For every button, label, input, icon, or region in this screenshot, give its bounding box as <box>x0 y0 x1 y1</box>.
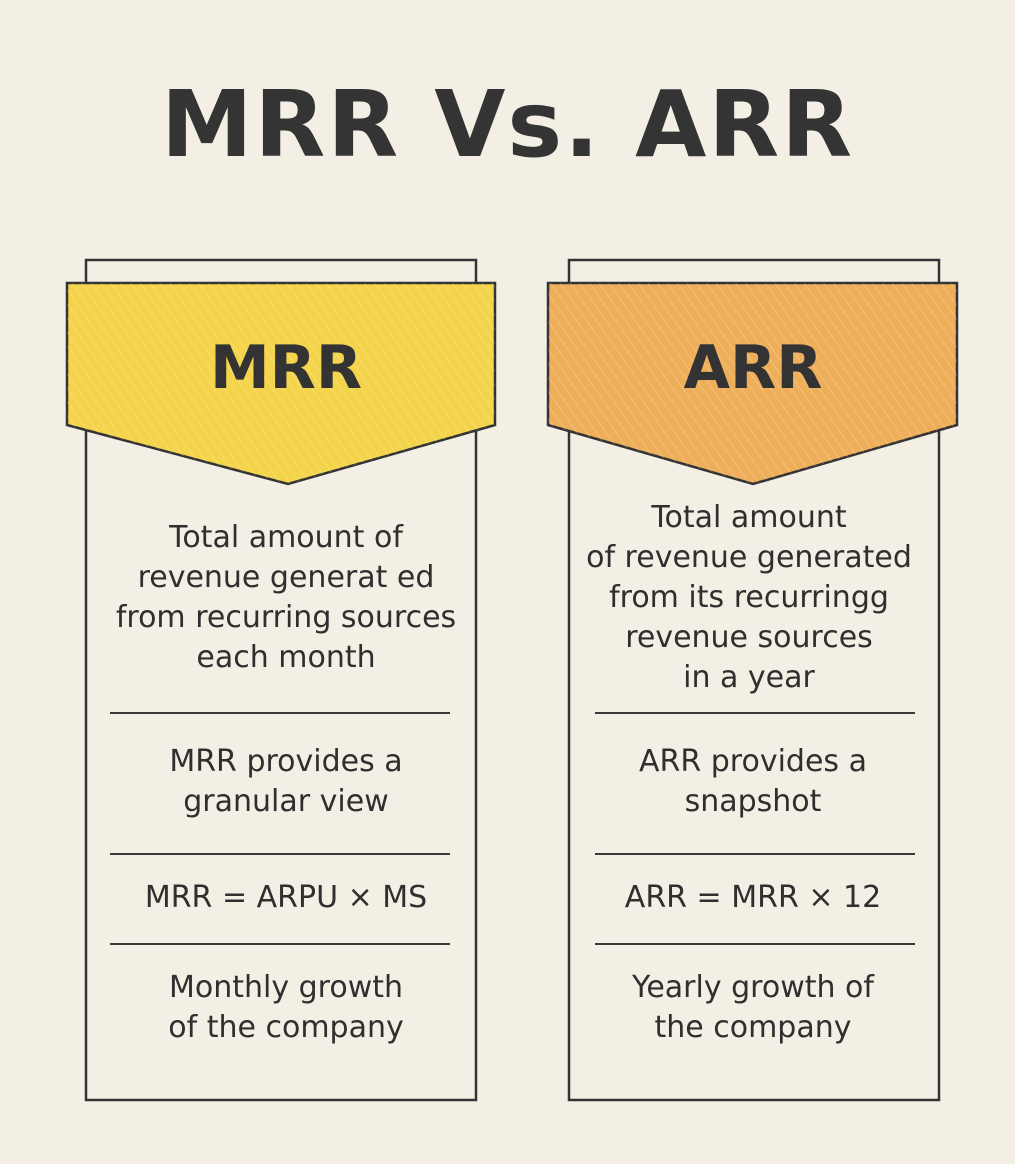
arr-card <box>546 258 959 1102</box>
mrr-definition: Total amount of revenue generat ed from … <box>115 520 457 675</box>
page-title: MRR Vs. ARR <box>160 71 855 178</box>
arr-divider-1 <box>595 712 915 714</box>
mrr-divider-3 <box>110 943 450 945</box>
mrr-growth: Monthly growth of the company <box>168 970 404 1045</box>
mrr-heading: MRR <box>209 333 363 403</box>
mrr-card <box>65 258 497 1102</box>
mrr-divider-1 <box>110 712 450 714</box>
arr-definition: Total amount of revenue generated from i… <box>586 500 912 695</box>
mrr-formula: MRR = ARPU × MS <box>144 880 428 915</box>
mrr-divider-2 <box>110 853 450 855</box>
arr-growth: Yearly growth of the company <box>632 970 874 1045</box>
arr-divider-2 <box>595 853 915 855</box>
mrr-view: MRR provides a granular view <box>169 744 403 819</box>
arr-heading: ARR <box>683 333 823 403</box>
arr-divider-3 <box>595 943 915 945</box>
arr-formula: ARR = MRR × 12 <box>624 880 882 915</box>
arr-view: ARR provides a snapshot <box>639 744 867 819</box>
